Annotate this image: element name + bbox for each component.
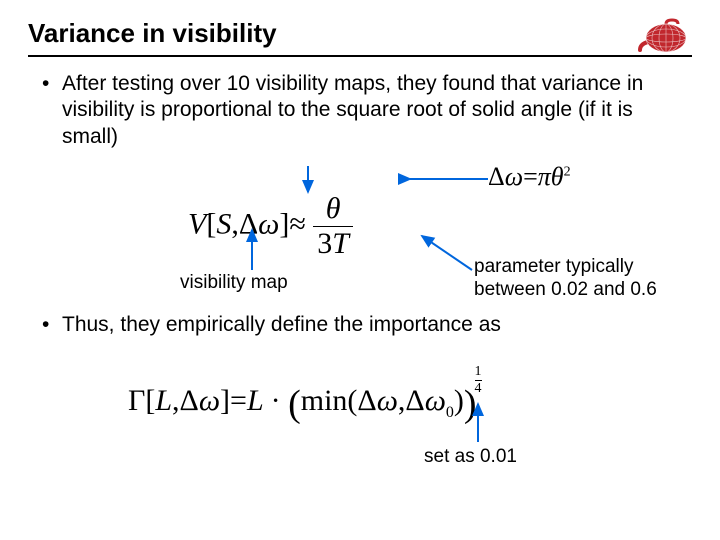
eq-V: V [188,207,206,240]
logo-icon [636,14,692,56]
eq-T: T [332,227,349,260]
eq3-dot: · [271,384,281,417]
equation-1-area: V[S,Δω]≈ θ 3T Δω=πθ2 visibility map [28,160,692,310]
eq-fraction: θ 3T [313,192,353,261]
eq3-exponent: 14 [475,364,482,397]
annotation-set-as: set as 0.01 [424,446,517,468]
eq3-exp-den: 4 [475,380,482,397]
eq3-delta: Δ [180,384,199,417]
equation-2-area: Γ[L,Δω]=L · (min(Δω,Δω0))14 set as 0.01 [28,348,692,478]
equation-solid-angle: Δω=πθ2 [488,162,571,192]
eq-lbracket: [ [206,207,216,240]
eq3-comma: , [172,384,180,417]
eq3-min: min [301,384,348,417]
eq2-exp: 2 [564,164,571,179]
eq3-omega: ω [199,384,220,417]
eq3-d2: Δ [405,384,424,417]
equation-importance: Γ[L,Δω]=L · (min(Δω,Δω0))14 [128,364,482,426]
slide-title: Variance in visibility [28,18,692,49]
bullet-list: After testing over 10 visibility maps, t… [28,71,692,150]
arrow-to-delta-omega [288,164,328,198]
eq3-lparen: ( [288,383,301,425]
annotation-parameter-l2: between 0.02 and 0.6 [474,279,657,300]
eq3-rbr: ] [220,384,230,417]
eq3-o2: ω [425,384,446,417]
eq3-eq: = [230,384,247,417]
title-row: Variance in visibility [28,18,692,57]
eq3-L2: L [247,384,263,417]
eq3-rp2: ) [454,384,464,417]
annotation-parameter: parameter typically between 0.02 and 0.6 [474,256,657,302]
eq3-exp-num: 1 [475,364,482,380]
eq-rbracket: ] [279,207,289,240]
annotation-visibility-map: visibility map [180,272,288,294]
eq3-sub0: 0 [446,404,454,421]
arrow-theta-to-side [404,172,494,186]
eq3-o1: ω [377,384,398,417]
eq3-lbr: [ [145,384,155,417]
eq3-lp2: ( [347,384,357,417]
annotation-parameter-l1: parameter typically [474,256,633,277]
equation-variance: V[S,Δω]≈ θ 3T [188,192,353,261]
eq3-L: L [155,384,172,417]
eq3-d1: Δ [357,384,376,417]
eq-comma: , [231,207,239,240]
eq-three: 3 [317,227,332,260]
eq2-pi: π [538,162,551,191]
eq2-equals: = [523,162,538,191]
eq-approx: ≈ [289,207,305,240]
eq2-theta: θ [551,162,564,191]
arrow-to-omega0 [468,400,488,446]
arrow-to-S [242,226,262,274]
bullet-2: Thus, they empirically define the import… [62,312,692,338]
eq-S: S [216,207,231,240]
slide: Variance in visibility After testing ove… [0,0,720,540]
bullet-list-2: Thus, they empirically define the import… [28,312,692,338]
arrow-to-T [418,232,478,276]
bullet-1: After testing over 10 visibility maps, t… [62,71,692,150]
eq2-omega: ω [505,162,523,191]
eq3-gamma: Γ [128,384,145,417]
